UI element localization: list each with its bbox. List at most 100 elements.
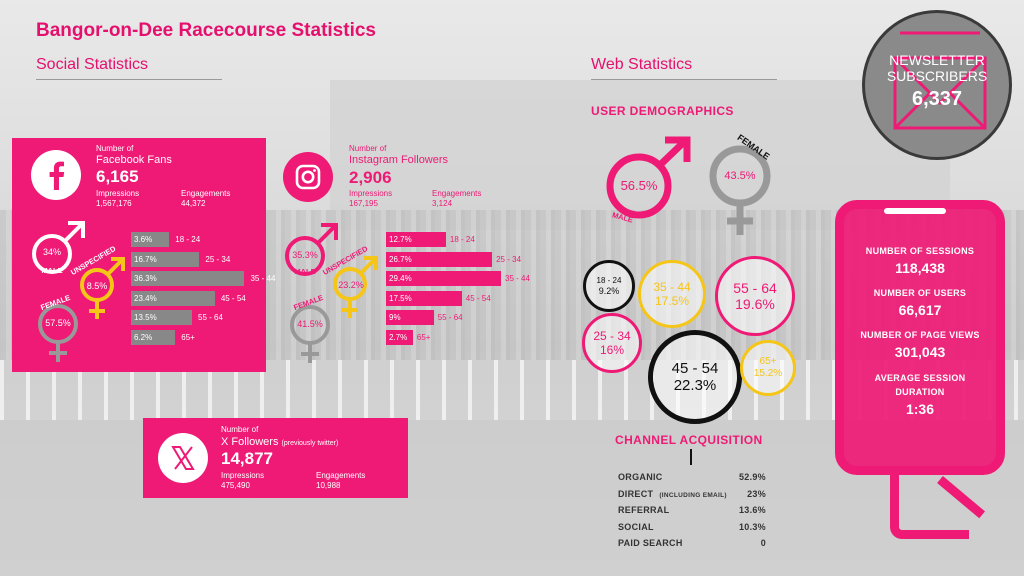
x-label-top: Number of — [221, 425, 259, 434]
facebook-age-bar: 36.3% — [131, 271, 245, 286]
x-impressions: 475,490 — [221, 481, 250, 490]
age-bubble: 55 - 64 19.6% — [715, 256, 795, 336]
x-icon — [158, 433, 208, 483]
web-female-icon — [709, 145, 771, 235]
x-label-note: (previously twitter) — [281, 440, 339, 447]
channel-name: REFERRAL — [618, 505, 670, 515]
facebook-icon — [31, 150, 81, 200]
age-bubble-pct: 16% — [599, 343, 625, 357]
facebook-male-pct: 34% — [42, 247, 61, 257]
facebook-unspecified-icon — [80, 257, 125, 319]
instagram-unspecified-icon — [333, 256, 378, 318]
facebook-label: Facebook Fans — [96, 154, 172, 166]
facebook-age-range: 35 - 44 — [250, 274, 276, 283]
age-bubble-range: 55 - 64 — [733, 280, 777, 296]
age-bubble: 65+ 15.2% — [740, 340, 796, 396]
age-bubble-range: 65+ — [759, 356, 777, 367]
instagram-female-icon — [290, 305, 330, 363]
age-bubble-pct: 19.6% — [735, 296, 775, 312]
sessions-value: 118,438 — [895, 260, 945, 276]
web-female-pct: 43.5% — [724, 170, 756, 182]
facebook-impressions: 1,567,176 — [96, 199, 132, 208]
instagram-label-top: Number of — [349, 144, 387, 153]
newsletter-line2: SUBSCRIBERS — [886, 68, 988, 84]
age-bubble-range: 25 - 34 — [593, 329, 631, 343]
channel-row: DIRECT (INCLUDING EMAIL) 23% — [618, 489, 766, 499]
users-value: 66,617 — [898, 302, 942, 318]
instagram-age-range: 25 - 34 — [496, 254, 522, 264]
instagram-female-pct: 41.5% — [297, 319, 323, 329]
age-bubble-range: 18 - 24 — [596, 276, 622, 285]
facebook-age-bar: 23.4% — [131, 290, 215, 306]
x-engagements: 10,988 — [316, 481, 341, 490]
newsletter-badge — [862, 10, 1012, 160]
channel-acquisition-heading: CHANNEL ACQUISITION — [615, 433, 763, 447]
channel-row: SOCIAL 10.3% — [618, 522, 766, 532]
facebook-unspecified-pct: 8.5% — [86, 281, 108, 291]
channel-value: 0 — [760, 538, 766, 548]
channel-value: 52.9% — [738, 472, 766, 482]
instagram-male-icon — [285, 223, 338, 276]
social-underline — [36, 79, 222, 80]
channel-row: REFERRAL 13.6% — [618, 505, 766, 515]
sessions-label: NUMBER OF SESSIONS — [865, 246, 975, 256]
age-bubble: 35 - 44 17.5% — [638, 260, 706, 328]
instagram-age-range: 35 - 44 — [505, 274, 530, 283]
pageviews-value: 301,043 — [894, 344, 946, 360]
age-bubble-pct: 17.5% — [654, 294, 690, 308]
age-bubble-pct: 9.2% — [598, 286, 620, 296]
instagram-age-bar: 29.4% — [386, 271, 502, 286]
instagram-age-range: 45 - 54 — [465, 293, 491, 303]
facebook-age-bar: 3.6% — [131, 232, 170, 247]
facebook-age-bar: 13.5% — [131, 310, 193, 325]
age-bubble: 25 - 34 16% — [582, 313, 642, 373]
facebook-female-icon — [38, 304, 78, 362]
age-bubble-range: 35 - 44 — [653, 280, 691, 294]
facebook-age-range: 65+ — [181, 332, 195, 342]
age-bubble: 45 - 54 22.3% — [648, 330, 742, 424]
facebook-age-range: 18 - 24 — [175, 235, 201, 244]
age-bubble-range: 45 - 54 — [671, 360, 719, 377]
users-label: NUMBER OF USERS — [873, 288, 967, 298]
facebook-engagements-label: Engagements — [181, 189, 231, 198]
facebook-age-bar: 6.2% — [131, 329, 176, 345]
pageviews-label: NUMBER OF PAGE VIEWS — [860, 330, 980, 340]
instagram-age-bar: 17.5% — [386, 290, 462, 306]
phone-frame — [835, 200, 1005, 475]
facebook-age-bar: 16.7% — [131, 251, 200, 267]
duration-label-1: AVERAGE SESSION — [874, 373, 966, 383]
page-title: Bangor-on-Dee Racecourse Statistics — [36, 20, 376, 41]
age-bubble: 18 - 24 9.2% — [583, 260, 635, 312]
phone-tail — [890, 470, 969, 539]
facebook-age-range: 25 - 34 — [205, 254, 231, 264]
x-engagements-label: Engagements — [316, 471, 366, 480]
channel-note: (INCLUDING EMAIL) — [659, 491, 727, 499]
duration-label-2: DURATION — [895, 387, 945, 397]
age-bubble-pct: 22.3% — [673, 377, 717, 394]
instagram-male-pct: 35.3% — [292, 250, 318, 260]
x-label: X Followers — [221, 436, 279, 448]
facebook-age-range: 45 - 54 — [220, 293, 246, 303]
user-demographics-heading: USER DEMOGRAPHICS — [591, 104, 734, 118]
social-heading: Social Statistics — [36, 56, 149, 73]
instagram-unspecified-pct: 23.2% — [338, 280, 364, 290]
envelope-icon — [893, 31, 987, 130]
instagram-impressions-label: Impressions — [349, 189, 393, 198]
instagram-age-range: 65+ — [416, 332, 431, 342]
instagram-engagements: 3,124 — [432, 199, 453, 208]
web-male-pct: 56.5% — [620, 178, 658, 193]
instagram-label: Instagram Followers — [349, 154, 449, 166]
newsletter-count: 6,337 — [911, 88, 963, 110]
x-label-row: X Followers (previously twitter) — [221, 436, 338, 450]
x-impressions-label: Impressions — [221, 471, 265, 480]
facebook-count: 6,165 — [96, 167, 139, 186]
channel-row: PAID SEARCH 0 — [618, 538, 766, 548]
facebook-male-icon — [32, 221, 85, 274]
phone-speaker — [884, 208, 946, 214]
facebook-impressions-label: Impressions — [96, 189, 140, 198]
instagram-engagements-label: Engagements — [432, 189, 482, 198]
duration-value: 1:36 — [905, 401, 935, 417]
instagram-age-bar: 12.7% — [386, 232, 446, 247]
channel-row: ORGANIC 52.9% — [618, 472, 766, 482]
